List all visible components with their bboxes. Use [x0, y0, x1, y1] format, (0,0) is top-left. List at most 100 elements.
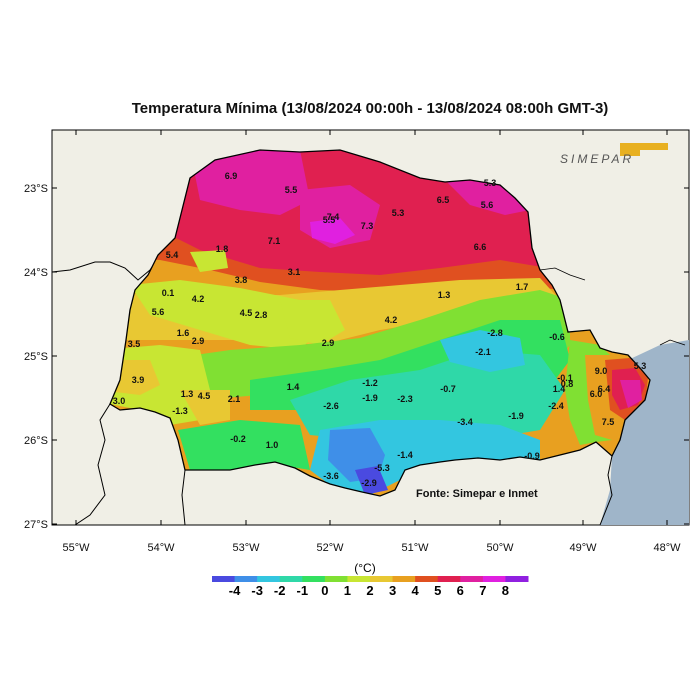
lon-tick-label: 48°W: [653, 542, 681, 554]
border-line: [539, 267, 586, 281]
station-value: 1.3: [438, 290, 451, 300]
station-value: 1.8: [216, 244, 229, 254]
lat-tick-label: 25°S: [24, 351, 48, 363]
map-title: Temperatura Mínima (13/08/2024 00:00h - …: [131, 100, 609, 117]
station-value: -0.9: [524, 451, 540, 461]
latitude-axis: 23°S 24°S 25°S 26°S 27°S: [24, 183, 689, 531]
colorbar-tick-label: 4: [412, 583, 420, 598]
station-value: 9.0: [595, 366, 608, 376]
station-value: -0.7: [440, 384, 456, 394]
station-value: 6.4: [598, 384, 611, 394]
station-value: 6.6: [474, 242, 487, 252]
station-value: 3.0: [113, 396, 126, 406]
lon-tick-label: 49°W: [569, 542, 597, 554]
station-value: 3.1: [288, 267, 301, 277]
station-value: -2.4: [548, 401, 564, 411]
colorbar-tick-label: 8: [502, 583, 509, 598]
colorbar-swatch: [370, 576, 394, 582]
lat-tick-label: 24°S: [24, 267, 48, 279]
station-value: 2.8: [255, 310, 268, 320]
border-line: [599, 455, 613, 525]
lon-tick-label: 51°W: [401, 542, 429, 554]
station-value: 6.0: [590, 389, 603, 399]
station-value: 7.3: [361, 221, 374, 231]
lon-tick-label: 52°W: [316, 542, 344, 554]
svg-text:SIMEPAR: SIMEPAR: [560, 152, 634, 166]
colorbar-swatch: [392, 576, 416, 582]
longitude-axis: 55°W 54°W 53°W 52°W 51°W 50°W 49°W 48°W: [62, 130, 681, 554]
station-value: 2.1: [228, 394, 241, 404]
state-outline: [109, 149, 651, 497]
colorbar-tick-label: -3: [251, 583, 263, 598]
station-value: -1.9: [508, 411, 524, 421]
simepar-logo: SIMEPAR: [560, 143, 668, 166]
station-value: -1.3: [172, 406, 188, 416]
colorbar-tick-label: 3: [389, 583, 396, 598]
colorbar-tick-label: 2: [366, 583, 373, 598]
station-value: 4.5: [198, 391, 211, 401]
station-value: -1.9: [362, 393, 378, 403]
border-line: [74, 403, 111, 525]
station-value: 6.5: [437, 195, 450, 205]
station-value: -0.2: [230, 434, 246, 444]
lon-tick-label: 53°W: [232, 542, 260, 554]
state-fill: [110, 150, 650, 496]
lon-tick-label: 50°W: [486, 542, 514, 554]
colorbar: (°C) -4 -3 -2 -1 0 1 2 3 4 5 6 7 8: [212, 561, 529, 598]
station-value: 1.4: [553, 384, 566, 394]
station-value: 2.9: [322, 338, 335, 348]
station-value: 5.3: [392, 208, 405, 218]
station-value: 2.9: [192, 336, 205, 346]
station-value: 4.2: [192, 294, 205, 304]
station-value: 5.5: [285, 185, 298, 195]
station-value: -2.8: [487, 328, 503, 338]
colorbar-swatch: [415, 576, 439, 582]
station-value: 7.4: [327, 212, 340, 222]
station-value: 4.2: [385, 315, 398, 325]
station-values: 6.95.55.57.47.35.36.5 5.65.37.16.65.41.83…: [113, 171, 647, 488]
station-value: -2.1: [475, 347, 491, 357]
station-value: -3.6: [323, 471, 339, 481]
colorbar-swatch: [234, 576, 258, 582]
colorbar-swatch: [324, 576, 348, 582]
border-line: [659, 339, 686, 346]
lat-tick-label: 23°S: [24, 183, 48, 195]
station-value: 5.3: [634, 361, 647, 371]
source-label: Fonte: Simepar e Inmet: [416, 488, 538, 500]
colorbar-swatch: [505, 576, 529, 582]
colorbar-swatch: [257, 576, 281, 582]
station-value: 1.3: [181, 389, 194, 399]
colorbar-tick-label: 1: [344, 583, 351, 598]
station-value: 5.3: [484, 178, 497, 188]
lon-tick-label: 54°W: [147, 542, 175, 554]
station-value: 5.6: [481, 200, 494, 210]
station-value: -1.4: [397, 450, 413, 460]
colorbar-swatch: [437, 576, 461, 582]
colorbar-swatch: [347, 576, 371, 582]
station-value: -2.3: [397, 394, 413, 404]
station-value: 4.5: [240, 308, 253, 318]
lat-tick-label: 26°S: [24, 435, 48, 447]
station-value: -0.6: [549, 332, 565, 342]
station-value: 1.6: [177, 328, 190, 338]
station-value: -5.3: [374, 463, 390, 473]
station-value: 5.5: [323, 215, 336, 225]
colorbar-tick-label: 6: [457, 583, 464, 598]
border-line: [181, 469, 186, 525]
ocean: [600, 340, 689, 525]
station-value: -1.2: [362, 378, 378, 388]
station-value: 0.8: [561, 379, 574, 389]
station-value: 1.0: [266, 440, 279, 450]
station-value: 3.9: [132, 375, 145, 385]
station-value: 5.6: [152, 307, 165, 317]
station-value: -0.1: [557, 373, 573, 383]
station-value: 3.5: [128, 339, 141, 349]
colorbar-swatch: [279, 576, 303, 582]
station-value: 1.7: [516, 282, 529, 292]
colorbar-tick-label: -4: [229, 583, 241, 598]
station-value: 7.1: [268, 236, 281, 246]
station-value: 0.1: [162, 288, 175, 298]
border-line: [52, 254, 161, 281]
colorbar-tick-label: -1: [297, 583, 309, 598]
